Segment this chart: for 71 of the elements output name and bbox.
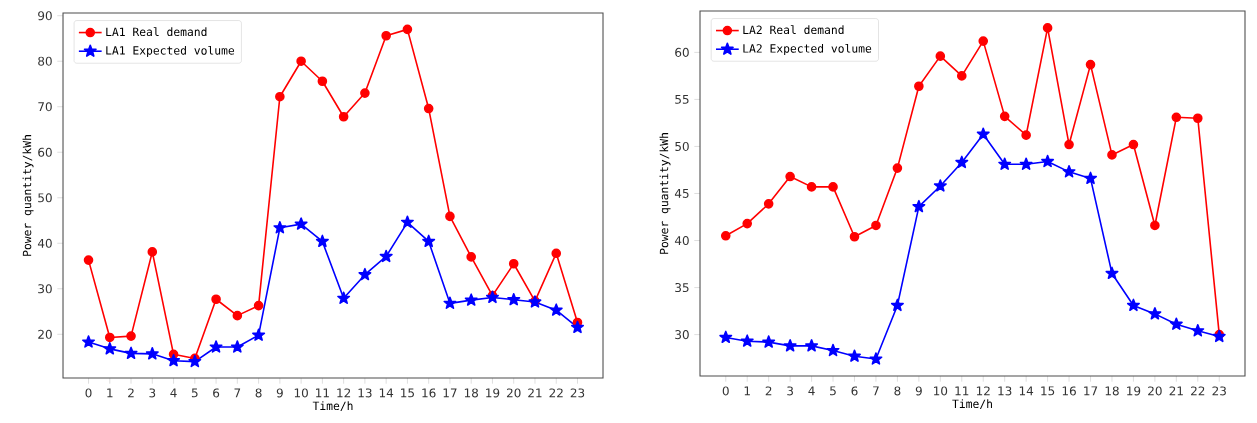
x-tick-label: 21	[1169, 386, 1183, 396]
x-axis-title: Time/h	[952, 399, 992, 409]
legend-label: LA2 Real demand	[743, 25, 844, 35]
x-tick-label: 14	[379, 388, 394, 398]
legend-label: LA1 Expected volume	[106, 45, 235, 57]
x-tick-label: 22	[549, 388, 563, 398]
x-tick-label: 18	[1105, 386, 1119, 396]
x-tick-label: 16	[422, 388, 436, 398]
x-tick-label: 13	[998, 386, 1012, 396]
x-tick-label: 17	[443, 388, 457, 398]
y-tick-label: 30	[675, 330, 689, 340]
x-tick-label: 19	[1127, 386, 1141, 396]
legend-label: LA1 Real demand	[106, 27, 207, 37]
x-tick-label: 0	[722, 386, 729, 396]
x-tick-label: 17	[1084, 386, 1098, 396]
x-tick-label: 22	[1191, 386, 1205, 396]
y-tick-label: 80	[38, 56, 52, 66]
x-tick-label: 20	[506, 388, 521, 398]
y-tick-label: 60	[38, 147, 52, 157]
x-tick-label: 20	[1148, 386, 1162, 396]
x-tick-label: 3	[149, 388, 156, 398]
x-tick-label: 13	[358, 388, 372, 398]
x-tick-label: 23	[570, 388, 585, 398]
x-tick-label: 6	[213, 388, 220, 398]
x-tick-label: 10	[294, 388, 308, 398]
x-tick-label: 5	[830, 386, 836, 396]
x-tick-label: 15	[1041, 386, 1055, 396]
x-tick-label: 4	[170, 388, 177, 398]
x-tick-label: 16	[1062, 386, 1076, 396]
x-tick-label: 9	[915, 386, 922, 396]
x-tick-label: 12	[976, 386, 990, 396]
x-tick-label: 8	[255, 388, 262, 398]
x-tick-label: 0	[85, 388, 92, 398]
x-tick-label: 11	[316, 388, 329, 398]
y-tick-label: 90	[38, 11, 52, 21]
x-tick-label: 23	[1212, 386, 1226, 396]
y-tick-label: 50	[675, 141, 689, 151]
x-tick-label: 14	[1019, 386, 1034, 396]
y-tick-label: 40	[674, 235, 689, 246]
x-tick-label: 7	[234, 388, 241, 398]
x-tick-label: 4	[808, 386, 815, 396]
x-tick-label: 2	[765, 386, 772, 396]
x-tick-label: 1	[107, 388, 113, 398]
x-axis-title: Time/h	[312, 401, 353, 411]
y-tick-label: 40	[37, 238, 52, 248]
x-tick-label: 11	[955, 386, 969, 396]
x-tick-label: 6	[851, 386, 858, 396]
y-tick-label: 70	[38, 102, 52, 112]
x-tick-label: 10	[934, 386, 948, 396]
x-tick-label: 7	[873, 386, 879, 396]
x-tick-label: 8	[894, 386, 901, 396]
x-tick-label: 1	[744, 386, 750, 396]
legend-label: LA2 Expected volume	[743, 43, 872, 55]
x-tick-label: 2	[128, 388, 134, 398]
x-tick-label: 3	[787, 386, 793, 396]
y-tick-label: 35	[675, 283, 689, 293]
x-tick-label: 18	[464, 388, 479, 398]
y-tick-label: 20	[38, 329, 52, 339]
x-tick-label: 12	[337, 388, 351, 398]
y-tick-label: 30	[38, 284, 52, 294]
y-axis-title: Power quantity/kWh	[659, 133, 671, 254]
y-tick-label: 45	[674, 189, 689, 198]
y-tick-label: 50	[38, 193, 52, 203]
x-tick-label: 21	[528, 388, 542, 398]
y-tick-label: 60	[675, 47, 689, 57]
x-tick-label: 19	[486, 388, 500, 398]
y-tick-label: 55	[675, 94, 689, 104]
x-tick-label: 9	[276, 388, 283, 398]
y-axis-title: Power quantity/kWh	[22, 135, 34, 256]
x-tick-label: 5	[191, 388, 198, 398]
x-tick-label: 15	[401, 388, 414, 398]
